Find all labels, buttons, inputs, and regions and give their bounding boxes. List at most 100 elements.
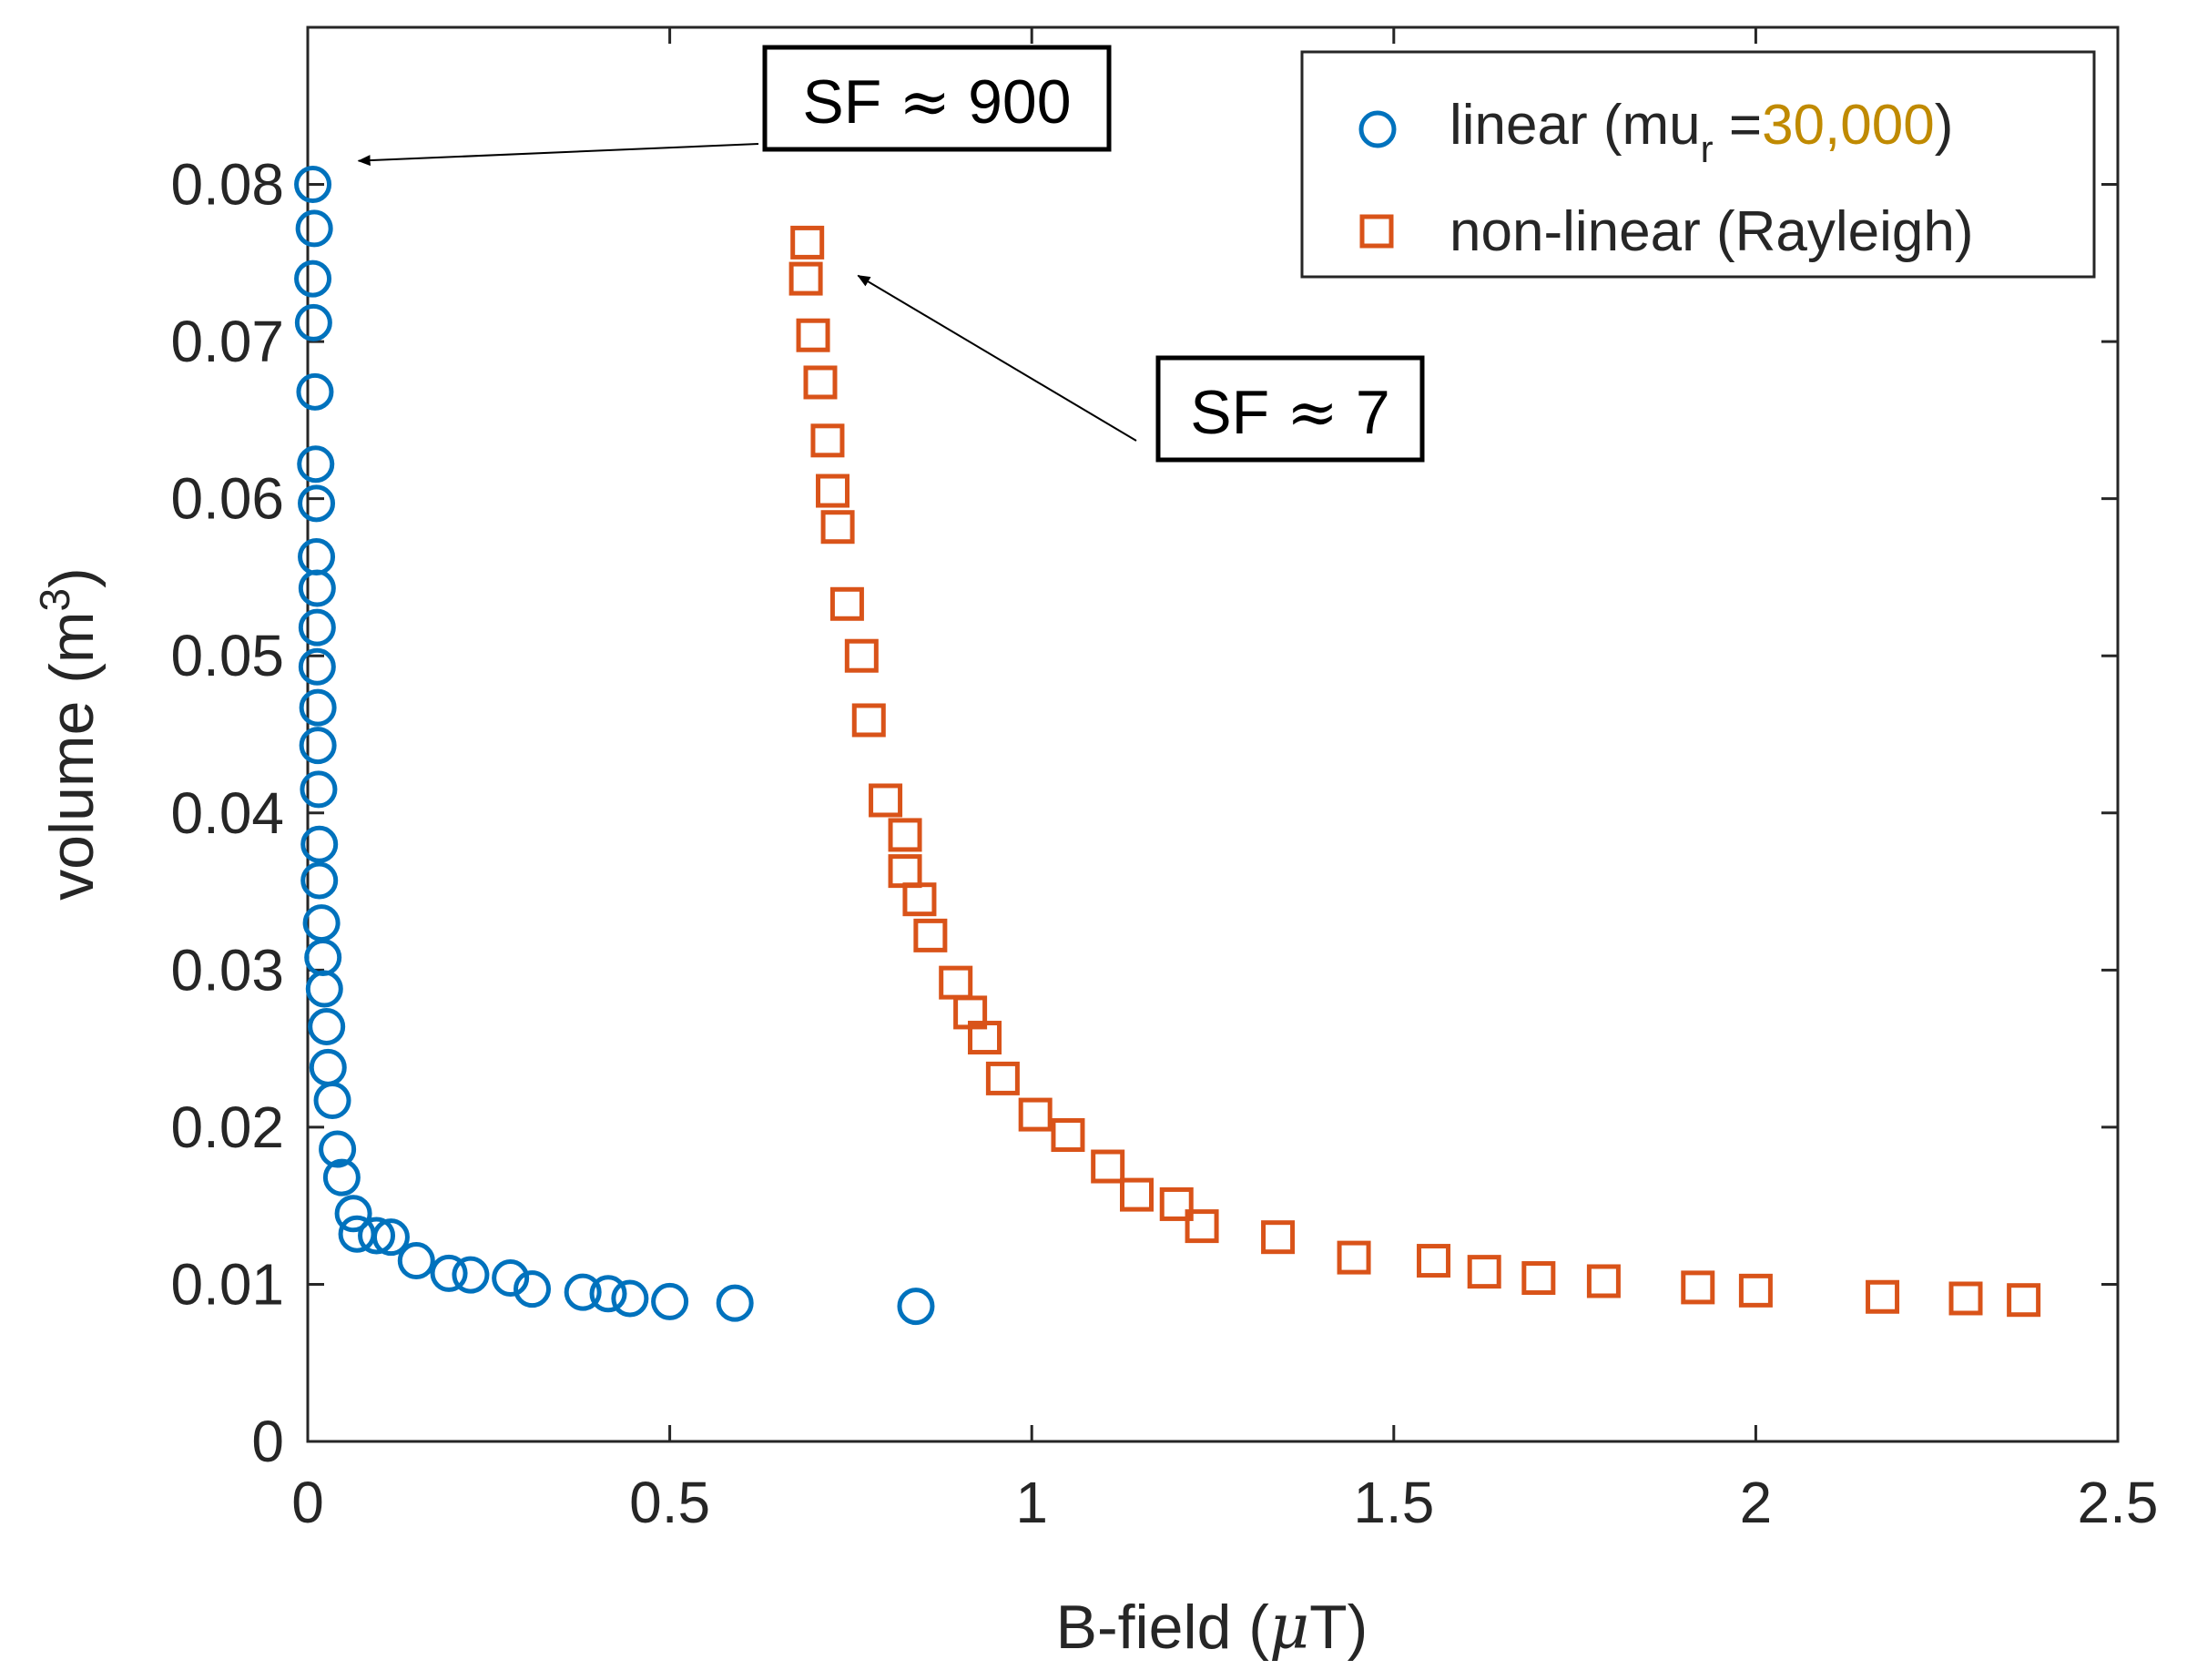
annotation-text-sf-7: SF ≈ 7	[1190, 377, 1390, 449]
legend: linear (mur =30,000) non-linear (Rayleig…	[1300, 50, 2096, 279]
nonlinear-point	[939, 965, 973, 1000]
linear-point	[452, 1256, 490, 1294]
legend-linear-label: linear (mur =30,000)	[1450, 94, 1953, 170]
linear-point	[564, 1273, 602, 1311]
annotation-sf-900: SF ≈ 900	[357, 45, 1112, 167]
annotation-arrow-sf-7	[857, 274, 1137, 442]
nonlinear-point	[1866, 1279, 1900, 1314]
nonlinear-point	[1521, 1261, 1556, 1296]
mu-symbol: μ	[1269, 1592, 1309, 1664]
nonlinear-point	[1261, 1220, 1296, 1255]
y-tick-label: 0.05	[170, 623, 284, 688]
y-axis-ticks: 0 0.01 0.02 0.03 0.04 0.05 0.06 0.07 0.08	[170, 152, 2118, 1474]
nonlinear-point	[1417, 1244, 1451, 1278]
legend-nonlinear-marker	[1359, 214, 1394, 249]
y-tick-label: 0.06	[170, 466, 284, 532]
nonlinear-point	[2007, 1283, 2041, 1318]
nonlinear-point	[1738, 1273, 1773, 1308]
nonlinear-point	[820, 510, 855, 545]
linear-point	[300, 825, 339, 863]
nonlinear-point	[902, 882, 937, 917]
nonlinear-point	[810, 423, 845, 458]
nonlinear-point	[913, 918, 948, 952]
nonlinear-point	[1018, 1097, 1053, 1132]
y-tick-label: 0.08	[170, 152, 284, 218]
x-axis-ticks: 0 0.5 1 1.5 2 2.5	[291, 27, 2158, 1535]
annotation-box-sf-7	[1155, 355, 1425, 463]
nonlinear-point	[888, 854, 922, 889]
annotation-text-sf-900: SF ≈ 900	[802, 66, 1071, 138]
annotation-arrow-sf-900	[357, 143, 759, 167]
linear-point	[296, 372, 334, 411]
nonlinear-point	[1337, 1240, 1371, 1275]
nonlinear-point	[1467, 1255, 1501, 1289]
x-axis-title: B-field (μT)	[1056, 1592, 1368, 1664]
nonlinear-point	[844, 638, 879, 673]
nonlinear-point	[1120, 1177, 1155, 1212]
linear-point	[298, 647, 336, 686]
nonlinear-point	[803, 365, 838, 400]
linear-point	[897, 1288, 935, 1326]
linear-point	[300, 861, 339, 900]
linear-point	[492, 1259, 530, 1298]
linear-point	[589, 1275, 627, 1313]
x-tick-label: 1	[1015, 1470, 1048, 1535]
linear-point	[308, 1007, 346, 1045]
linear-point	[300, 770, 338, 809]
y-tick-label: 0.01	[170, 1251, 284, 1317]
series-nonlinear	[788, 225, 2041, 1318]
linear-point	[514, 1270, 552, 1308]
linear-point	[302, 904, 341, 942]
nonlinear-point	[788, 261, 823, 296]
linear-point	[611, 1279, 649, 1318]
linear-point	[298, 608, 336, 647]
nonlinear-point	[816, 473, 850, 508]
nonlinear-point	[985, 1061, 1020, 1095]
linear-point	[430, 1254, 468, 1292]
nonlinear-point	[1586, 1264, 1621, 1298]
linear-point	[358, 1217, 396, 1255]
linear-point	[294, 260, 332, 298]
legend-subscript: r	[1701, 127, 1714, 170]
y-tick-label: 0	[251, 1409, 284, 1474]
y-axis-title: volume (m3)	[31, 567, 107, 901]
linear-point	[294, 303, 332, 341]
x-tick-label: 1.5	[1353, 1470, 1434, 1535]
legend-nonlinear-label: non-linear (Rayleigh)	[1450, 200, 1974, 263]
linear-point	[305, 970, 343, 1008]
annotation-box-sf-900	[762, 45, 1112, 152]
linear-point	[716, 1284, 754, 1322]
x-tick-label: 2	[1740, 1470, 1773, 1535]
nonlinear-point	[869, 783, 903, 818]
nonlinear-point	[1091, 1149, 1125, 1184]
annotation-sf-7: SF ≈ 7	[857, 274, 1425, 463]
nonlinear-point	[790, 225, 825, 260]
linear-point	[309, 1048, 347, 1086]
x-tick-label: 0.5	[629, 1470, 710, 1535]
ylabel-superscript: 3	[31, 588, 78, 612]
linear-point	[319, 1130, 357, 1168]
y-tick-label: 0.02	[170, 1095, 284, 1160]
y-tick-label: 0.03	[170, 937, 284, 1003]
y-tick-label: 0.04	[170, 780, 284, 846]
nonlinear-point	[1185, 1209, 1219, 1244]
linear-point	[294, 166, 332, 204]
linear-point	[298, 538, 336, 576]
nonlinear-point	[796, 318, 830, 352]
nonlinear-point	[851, 703, 886, 738]
linear-point	[397, 1242, 435, 1280]
nonlinear-point	[1681, 1270, 1715, 1305]
nonlinear-point	[968, 1021, 1002, 1055]
linear-point	[322, 1158, 361, 1196]
linear-point	[371, 1218, 410, 1257]
nonlinear-point	[1051, 1118, 1085, 1153]
linear-point	[334, 1195, 372, 1233]
nonlinear-point	[829, 586, 864, 621]
linear-point	[299, 727, 337, 765]
linear-point	[299, 688, 337, 727]
linear-point	[651, 1282, 689, 1320]
linear-point	[295, 209, 333, 248]
linear-point	[298, 484, 336, 523]
x-tick-label: 2.5	[2078, 1470, 2159, 1535]
nonlinear-point	[1948, 1281, 1983, 1316]
